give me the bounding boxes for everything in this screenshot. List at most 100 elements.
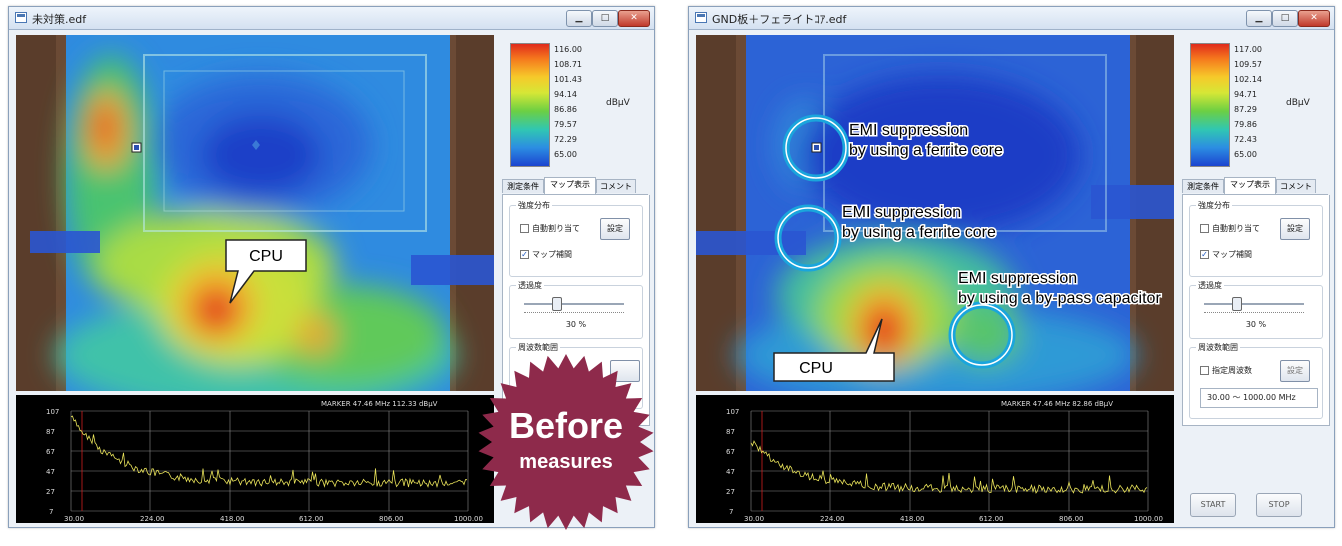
stop-button[interactable]: STOP — [1256, 493, 1302, 517]
side-panel: 117.00 109.57 102.14 94.71 87.29 79.86 7… — [1182, 35, 1330, 523]
svg-text:107: 107 — [46, 408, 59, 416]
scale-label: 79.57 — [554, 120, 577, 129]
svg-text:87: 87 — [726, 428, 735, 436]
annotation-ferrite-2-line2: by using a ferrite core — [842, 224, 996, 241]
auto-assign-checkbox[interactable] — [1200, 224, 1209, 233]
tab-measurement[interactable]: 測定条件 — [1182, 179, 1224, 193]
tab-map-display[interactable]: マップ表示 — [1224, 177, 1276, 194]
ferrite-core-ring — [782, 114, 850, 182]
specified-freq-label: 指定周波数 — [1212, 366, 1252, 375]
scale-label: 65.00 — [1234, 150, 1257, 159]
title-bar: GND板＋フェライトｺｱ.edf ▁ □ ✕ — [689, 7, 1334, 30]
app-icon — [15, 12, 27, 23]
svg-text:67: 67 — [46, 448, 55, 456]
scale-label: 101.43 — [554, 75, 582, 84]
scale-label: 94.71 — [1234, 90, 1257, 99]
group-title: 強度分布 — [516, 200, 552, 211]
minimize-button[interactable]: ▁ — [566, 10, 592, 27]
close-button[interactable]: ✕ — [618, 10, 650, 27]
right-app-window: GND板＋フェライトｺｱ.edf ▁ □ ✕ — [688, 6, 1335, 528]
freq-settings-button[interactable] — [610, 360, 640, 382]
scale-label: 116.00 — [554, 45, 582, 54]
svg-text:612.00: 612.00 — [979, 515, 1004, 523]
transparency-slider-track[interactable] — [1204, 303, 1304, 305]
group-title: 強度分布 — [1196, 200, 1232, 211]
group-title: 透過度 — [1196, 280, 1224, 291]
annotation-ferrite-1-line1: EMI suppression — [849, 122, 968, 139]
transparency-slider-thumb[interactable] — [552, 297, 562, 311]
auto-assign-checkbox[interactable] — [520, 224, 529, 233]
group-title: 周波数範囲 — [1196, 342, 1240, 353]
bypass-capacitor-ring — [948, 301, 1016, 369]
svg-text:418.00: 418.00 — [900, 515, 925, 523]
title-bar: 未対策.edf ▁ □ ✕ — [9, 7, 654, 30]
auto-assign-label: 自動割り当て — [532, 224, 580, 233]
tab-measurement[interactable]: 測定条件 — [502, 179, 544, 193]
svg-text:27: 27 — [726, 488, 735, 496]
scale-label: 108.71 — [554, 60, 582, 69]
slider-ticks — [1204, 310, 1304, 313]
spectrum-trace — [750, 440, 1148, 494]
transparency-slider-track[interactable] — [524, 303, 624, 305]
map-interp-checkbox[interactable]: ✓ — [1200, 250, 1209, 259]
tab-comment[interactable]: コメント — [1276, 179, 1316, 193]
freq-range-field[interactable]: 30.00 〜 1000.00 MHz — [1200, 388, 1318, 408]
svg-text:30.00: 30.00 — [744, 515, 764, 523]
scale-label: 72.43 — [1234, 135, 1257, 144]
emi-heatmap[interactable]: CPU — [16, 35, 494, 391]
annotation-ferrite-2-line1: EMI suppression — [842, 204, 961, 221]
intensity-group: 強度分布 自動割り当て 設定 ✓ マップ補間 — [1189, 200, 1323, 277]
auto-assign-label: 自動割り当て — [1212, 224, 1260, 233]
tab-map-display[interactable]: マップ表示 — [544, 177, 596, 194]
scale-label: 79.86 — [1234, 120, 1257, 129]
minimize-button[interactable]: ▁ — [1246, 10, 1272, 27]
annotation-capacitor-line2: by using a by-pass capacitor — [958, 290, 1161, 307]
transparency-slider-thumb[interactable] — [1232, 297, 1242, 311]
emi-heatmap[interactable]: CPU EMI suppression by using a ferrite c… — [696, 35, 1174, 405]
app-icon — [695, 12, 707, 23]
cpu-callout: CPU — [773, 318, 895, 382]
transparency-group: 透過度 30 % — [1189, 280, 1323, 339]
color-scale-bar — [510, 43, 550, 167]
before-measures-badge: Before measures — [478, 354, 654, 530]
settings-button[interactable]: 設定 — [1280, 218, 1310, 240]
scale-label: 117.00 — [1234, 45, 1262, 54]
svg-text:27: 27 — [46, 488, 55, 496]
svg-text:1000.00: 1000.00 — [454, 515, 483, 523]
intensity-group: 強度分布 自動割り当て 設定 ✓ マップ補間 — [509, 200, 643, 277]
svg-text:612.00: 612.00 — [299, 515, 324, 523]
map-settings-panel: 強度分布 自動割り当て 設定 ✓ マップ補間 透過度 30 % 周波数範囲 指定… — [1182, 195, 1330, 426]
cpu-callout: CPU — [225, 239, 307, 304]
spectrum-graph[interactable]: MARKER 47.46 MHz 112.33 dBμV 107 87 67 4… — [16, 395, 494, 523]
annotation-capacitor-line1: EMI suppression — [958, 270, 1077, 287]
badge-main-text: Before — [509, 405, 623, 446]
map-interp-label: マップ補間 — [532, 250, 572, 259]
close-button[interactable]: ✕ — [1298, 10, 1330, 27]
transparency-value: 30 % — [1245, 320, 1267, 329]
svg-text:30.00: 30.00 — [64, 515, 84, 523]
spectrum-trace — [70, 415, 468, 489]
spectrum-graph[interactable]: MARKER 47.46 MHz 82.86 dBμV 107 87 67 47… — [696, 395, 1174, 523]
freq-settings-button[interactable]: 設定 — [1280, 360, 1310, 382]
transparency-value: 30 % — [565, 320, 587, 329]
maximize-button[interactable]: □ — [592, 10, 618, 27]
tab-comment[interactable]: コメント — [596, 179, 636, 193]
tab-strip: 測定条件 マップ表示 コメント — [502, 177, 648, 195]
svg-text:87: 87 — [46, 428, 55, 436]
left-app-window: 未対策.edf ▁ □ ✕ — [8, 6, 655, 530]
start-button[interactable]: START — [1190, 493, 1236, 517]
svg-text:806.00: 806.00 — [379, 515, 404, 523]
svg-text:7: 7 — [49, 508, 53, 516]
maximize-button[interactable]: □ — [1272, 10, 1298, 27]
scale-label: 86.86 — [554, 105, 577, 114]
settings-button[interactable]: 設定 — [600, 218, 630, 240]
map-interp-checkbox[interactable]: ✓ — [520, 250, 529, 259]
svg-text:224.00: 224.00 — [140, 515, 165, 523]
scale-label: 72.29 — [554, 135, 577, 144]
scale-label: 94.14 — [554, 90, 577, 99]
marker-readout: MARKER 47.46 MHz 82.86 dBμV — [1001, 400, 1113, 408]
window-title: 未対策.edf — [32, 13, 87, 26]
slider-ticks — [524, 310, 624, 313]
specified-freq-checkbox[interactable] — [1200, 366, 1209, 375]
scale-label: 102.14 — [1234, 75, 1262, 84]
